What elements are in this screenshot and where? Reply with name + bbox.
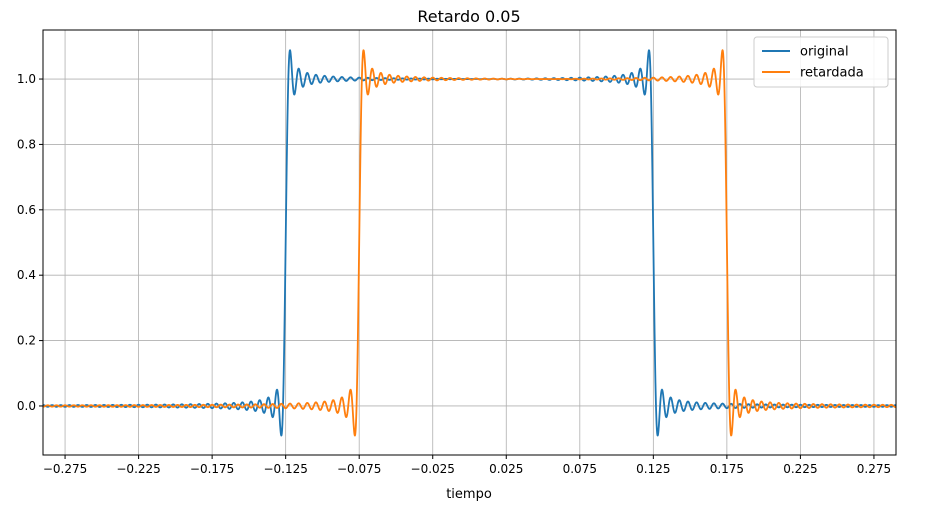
plot-area <box>43 49 896 437</box>
x-tick-label: −0.175 <box>190 462 234 476</box>
grid <box>43 30 896 455</box>
legend: original retardada <box>753 36 889 88</box>
x-axis: −0.275 −0.225 −0.175 −0.125 −0.075 −0.025 0.02… <box>43 455 891 476</box>
legend-label: original <box>800 45 849 60</box>
x-tick-label: 0.275 <box>857 462 891 476</box>
x-axis-label: tiempo <box>446 487 492 502</box>
y-tick-label: 0.4 <box>17 268 36 282</box>
y-tick-label: 0.8 <box>17 137 36 151</box>
x-tick-label: −0.275 <box>43 462 87 476</box>
x-tick-label: −0.125 <box>263 462 307 476</box>
chart-title: Retardo 0.05 <box>417 7 520 26</box>
x-tick-label: 0.225 <box>783 462 817 476</box>
legend-label: retardada <box>800 66 864 81</box>
y-tick-label: 1.0 <box>17 72 36 86</box>
x-tick-label: 0.175 <box>710 462 744 476</box>
legend-box <box>753 36 889 88</box>
y-axis: 0.0 0.2 0.4 0.6 0.8 1.0 <box>17 72 43 413</box>
x-tick-label: 0.075 <box>563 462 597 476</box>
y-tick-label: 0.2 <box>17 334 36 348</box>
x-tick-label: −0.075 <box>337 462 381 476</box>
y-tick-label: 0.0 <box>17 399 36 413</box>
y-tick-label: 0.6 <box>17 203 36 217</box>
x-tick-label: 0.125 <box>636 462 670 476</box>
x-tick-label: −0.225 <box>116 462 160 476</box>
x-tick-label: −0.025 <box>411 462 455 476</box>
x-tick-label: 0.025 <box>489 462 523 476</box>
series-line-retardada <box>43 49 896 437</box>
series-line-original <box>43 49 896 437</box>
axes-frame <box>42 29 897 456</box>
